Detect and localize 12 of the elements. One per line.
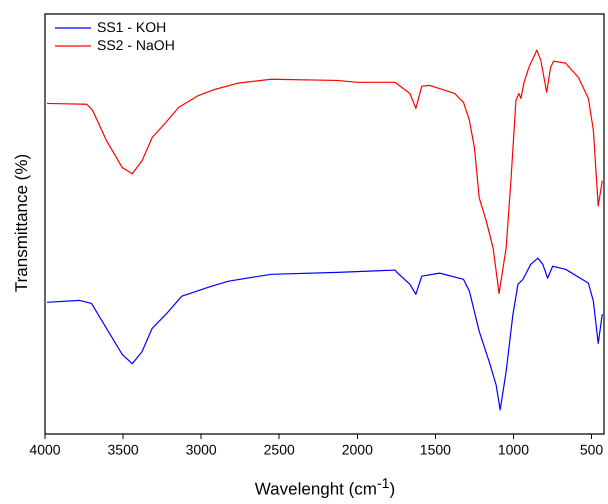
x-tick-label: 3500 [107, 441, 139, 458]
x-tick-label: 2000 [342, 441, 374, 458]
x-axis-title: Wavelenght (cm$^{-1}$) [254, 476, 396, 500]
y-axis-title: Transmittance (%) [12, 154, 32, 292]
x-tick-label: 2500 [264, 441, 295, 458]
x-tick-label: 500 [580, 441, 604, 458]
legend-label: SS2 - NaOH [97, 36, 175, 53]
x-tick-label: 4000 [29, 441, 61, 458]
x-tick-label: 1500 [420, 441, 452, 458]
legend-label: SS1 - KOH [97, 18, 166, 35]
x-tick-label: 1000 [498, 441, 530, 458]
x-tick-label: 3000 [186, 441, 217, 458]
